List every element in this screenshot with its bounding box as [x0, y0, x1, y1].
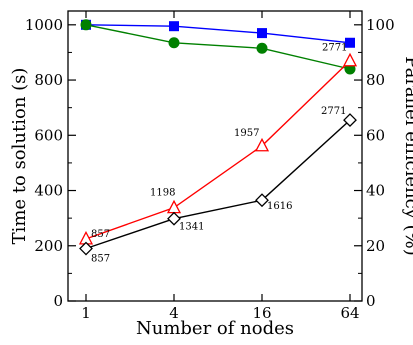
data-label: 2771 [322, 43, 347, 54]
y-tick-label-left: 400 [34, 182, 63, 200]
point-marker [80, 19, 92, 31]
x-axis-label: Number of nodes [136, 318, 294, 339]
x-tick-label: 16 [252, 304, 271, 322]
point-marker [169, 21, 179, 32]
y-axis-label-left: Time to solution (s) [9, 68, 30, 245]
point-marker [168, 37, 180, 49]
series-line [85, 60, 351, 240]
point-marker [342, 52, 358, 67]
x-tick-label: 1 [81, 304, 91, 322]
y-tick-label-right: 20 [366, 237, 385, 255]
y-tick-label-left: 800 [34, 71, 63, 89]
ticks: 1 4 16 64 0 200 400 600 800 1000 0 20 40 60 80 100 [25, 11, 395, 322]
point-marker [257, 28, 267, 39]
data-label: 857 [91, 229, 110, 240]
series: 857 1198 1957 2771 857 1341 1616 2771 [78, 19, 358, 265]
point-marker [255, 193, 269, 208]
y-tick-label-right: 100 [366, 16, 395, 34]
series-line [85, 24, 351, 70]
x-tick-label: 4 [169, 304, 179, 322]
y-tick-label-right: 0 [366, 292, 376, 310]
point-marker [345, 37, 355, 48]
y-tick-label-right: 80 [366, 71, 385, 89]
data-label: 1616 [267, 201, 292, 212]
y-tick-label-left: 1000 [25, 16, 63, 34]
y-tick-label-left: 600 [34, 126, 63, 144]
x-tick-label: 64 [340, 304, 359, 322]
point-marker [167, 211, 181, 226]
data-label: 1957 [234, 128, 259, 139]
data-label: 857 [91, 254, 110, 265]
plot-frame [67, 10, 363, 302]
series-line [85, 24, 351, 44]
y-axis-label-right: Parallel efficiency (%) [401, 56, 413, 255]
y-tick-label-left: 0 [53, 292, 63, 310]
data-label: 2771 [321, 106, 346, 117]
point-marker [254, 137, 270, 152]
y-tick-label-right: 40 [366, 182, 385, 200]
data-label: 1341 [179, 222, 204, 233]
series-line [85, 119, 351, 250]
point-marker [256, 42, 268, 54]
point-marker [166, 199, 182, 214]
point-marker [343, 113, 357, 128]
data-label: 1198 [150, 188, 175, 199]
y-tick-label-right: 60 [366, 126, 385, 144]
y-tick-label-left: 200 [34, 237, 63, 255]
point-marker [79, 241, 93, 256]
